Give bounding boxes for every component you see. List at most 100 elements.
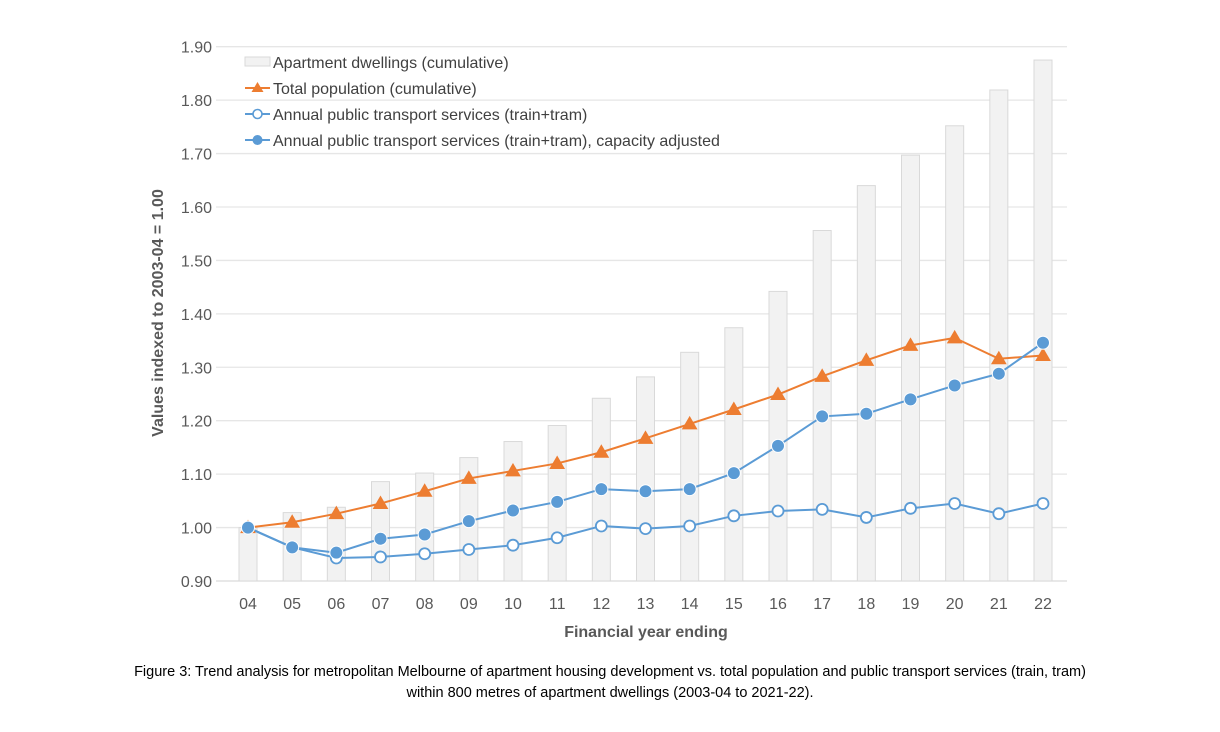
x-tick-label: 15: [725, 596, 743, 613]
x-tick-label: 18: [857, 596, 875, 613]
y-tick-label: 1.40: [181, 307, 212, 324]
triangle-marker: [814, 368, 831, 382]
open-circle-marker: [683, 519, 697, 533]
filled-circle-marker: [417, 527, 432, 542]
open-circle-marker: [639, 522, 652, 536]
filled-circle-marker: [638, 484, 653, 499]
x-tick-label: 11: [549, 596, 566, 613]
open-circle-marker: [815, 503, 829, 516]
filled-circle-marker: [726, 466, 741, 481]
y-axis-title: Values indexed to 2003-04 = 1.00: [150, 189, 167, 437]
filled-circle-marker: [461, 514, 476, 529]
filled-circle-marker: [771, 438, 785, 453]
open-circle-marker: [948, 497, 962, 510]
open-circle-marker: [992, 507, 1006, 521]
x-tick-label: 16: [769, 596, 787, 613]
x-tick-label: 19: [902, 596, 920, 613]
open-circle-marker: [771, 504, 785, 518]
chart: 0.90 1.00 1.10 1.20 1.30 1.40 1.50 1.60 1.70 1.80…: [150, 40, 1067, 641]
triangle-marker: [946, 329, 963, 344]
legend-item: Annual public transport services (train+…: [245, 107, 587, 124]
bar: [812, 229, 832, 582]
filled-circle-marker: [815, 409, 830, 424]
triangle-marker: [681, 415, 698, 430]
y-tick-label: 1.70: [181, 147, 212, 164]
x-axis-title: Financial year ending: [564, 624, 728, 641]
y-tick-label: 1.00: [181, 521, 212, 538]
filled-circle-marker: [991, 366, 1006, 381]
x-tick-label: 07: [372, 596, 390, 613]
filled-circle-marker: [550, 494, 565, 509]
triangle-marker: [637, 430, 654, 444]
legend-bar-swatch: [244, 56, 271, 67]
filled-circle-marker: [329, 545, 344, 560]
y-tick-label: 1.90: [181, 40, 212, 57]
filled-circle-marker: [285, 540, 300, 555]
x-tick-label: 14: [681, 596, 699, 613]
open-circle-marker: [550, 531, 564, 545]
legend: Apartment dwellings (cumulative) Total po…: [244, 55, 720, 150]
figure-caption: Figure 3: Trend analysis for metropolita…: [0, 662, 1220, 704]
x-tick-label: 22: [1034, 596, 1052, 613]
triangle-marker: [328, 505, 345, 520]
gridlines: [216, 46, 1067, 582]
y-tick-label: 1.50: [181, 253, 212, 270]
open-circle-marker: [418, 547, 432, 561]
bar: [724, 327, 744, 582]
triangle-marker: [725, 401, 742, 415]
x-tick-label: 10: [504, 596, 522, 613]
legend-label: Annual public transport services (train+…: [273, 107, 587, 124]
triangle-icon: [251, 82, 264, 92]
bar: [945, 125, 965, 582]
triangle-marker: [858, 352, 875, 366]
x-tick-label: 05: [283, 596, 301, 613]
filled-circle-marker: [947, 378, 962, 393]
filled-circle-marker: [859, 406, 874, 421]
y-axis-ticks: 0.90 1.00 1.10 1.20 1.30 1.40 1.50 1.60 1.70 1.80…: [181, 40, 212, 591]
filled-circle-marker: [373, 531, 388, 546]
filled-circle-icon: [252, 135, 263, 145]
x-tick-label: 09: [460, 596, 478, 613]
bar: [238, 527, 258, 582]
bar: [680, 351, 700, 582]
open-circle-marker: [727, 509, 741, 523]
y-tick-label: 1.30: [181, 360, 212, 377]
filled-circle-marker: [1036, 335, 1050, 350]
triangle-marker: [460, 470, 477, 484]
legend-item: Apartment dwellings (cumulative): [244, 55, 509, 72]
y-tick-label: 1.80: [181, 93, 212, 110]
legend-label: Total population (cumulative): [273, 81, 477, 98]
bar: [856, 185, 876, 582]
open-circle-marker: [859, 511, 873, 524]
x-tick-label: 08: [416, 596, 434, 613]
bar: [1033, 59, 1053, 582]
legend-item: Total population (cumulative): [245, 81, 477, 98]
legend-label: Annual public transport services (train+…: [273, 133, 720, 150]
open-circle-marker: [462, 543, 476, 556]
filled-circle-marker: [594, 482, 609, 497]
x-axis-ticks: 04 05 06 07 08 09 10 11 12 13 14 15 16 17 18 19 20 21 22: [239, 596, 1052, 613]
triangle-marker: [593, 444, 610, 458]
bar: [768, 290, 788, 582]
triangle-marker: [902, 337, 919, 351]
triangle-marker: [990, 350, 1007, 365]
y-tick-label: 1.60: [181, 200, 212, 217]
y-tick-label: 1.10: [181, 467, 212, 484]
triangle-marker: [770, 386, 786, 401]
filled-circle-marker: [903, 392, 918, 407]
triangle-marker: [505, 462, 521, 477]
caption-line-1: Figure 3: Trend analysis for metropolita…: [134, 664, 1086, 680]
filled-circle-marker: [506, 503, 520, 518]
bar: [989, 89, 1009, 582]
x-tick-label: 04: [239, 596, 257, 613]
triangle-marker: [416, 483, 433, 497]
open-circle-marker: [904, 501, 917, 515]
open-circle-marker: [374, 550, 387, 564]
x-tick-label: 13: [637, 596, 655, 613]
line-series: [240, 329, 1051, 565]
open-circle-icon: [252, 108, 263, 120]
caption-line-2: within 800 metres of apartment dwellings…: [406, 685, 814, 701]
x-tick-label: 17: [813, 596, 831, 613]
x-tick-label: 12: [592, 596, 610, 613]
y-tick-label: 1.20: [181, 414, 212, 431]
